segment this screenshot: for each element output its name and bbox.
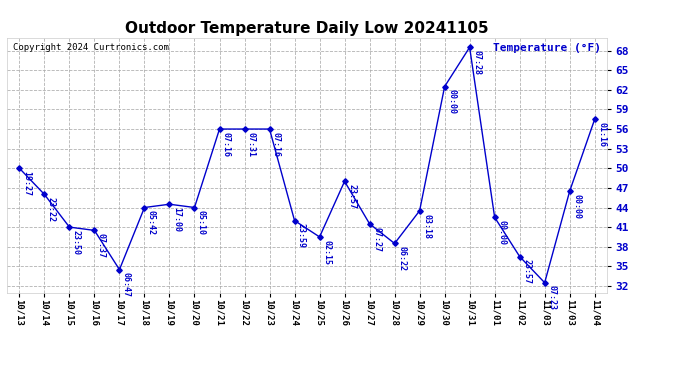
Text: 07:23: 07:23: [547, 285, 556, 310]
Text: Temperature (°F): Temperature (°F): [493, 43, 601, 52]
Text: Copyright 2024 Curtronics.com: Copyright 2024 Curtronics.com: [13, 43, 169, 52]
Text: 23:22: 23:22: [47, 197, 56, 222]
Text: 00:00: 00:00: [497, 220, 506, 245]
Text: 07:27: 07:27: [372, 226, 381, 252]
Text: 17:00: 17:00: [172, 207, 181, 232]
Text: 23:59: 23:59: [297, 224, 306, 248]
Text: 03:18: 03:18: [422, 213, 431, 238]
Text: 07:37: 07:37: [97, 233, 106, 258]
Text: 02:15: 02:15: [322, 240, 331, 265]
Text: 00:00: 00:00: [447, 89, 456, 114]
Text: 07:16: 07:16: [222, 132, 231, 157]
Text: 06:47: 06:47: [122, 272, 131, 297]
Text: 05:42: 05:42: [147, 210, 156, 235]
Text: 05:10: 05:10: [197, 210, 206, 235]
Text: 23:50: 23:50: [72, 230, 81, 255]
Title: Outdoor Temperature Daily Low 20241105: Outdoor Temperature Daily Low 20241105: [126, 21, 489, 36]
Text: 23:57: 23:57: [522, 260, 531, 284]
Text: 07:16: 07:16: [272, 132, 281, 157]
Text: 00:00: 00:00: [572, 194, 581, 219]
Text: 01:16: 01:16: [597, 122, 606, 147]
Text: 06:22: 06:22: [397, 246, 406, 271]
Text: 23:57: 23:57: [347, 184, 356, 209]
Text: 07:31: 07:31: [247, 132, 256, 157]
Text: 07:28: 07:28: [472, 50, 481, 75]
Text: 19:27: 19:27: [22, 171, 31, 196]
